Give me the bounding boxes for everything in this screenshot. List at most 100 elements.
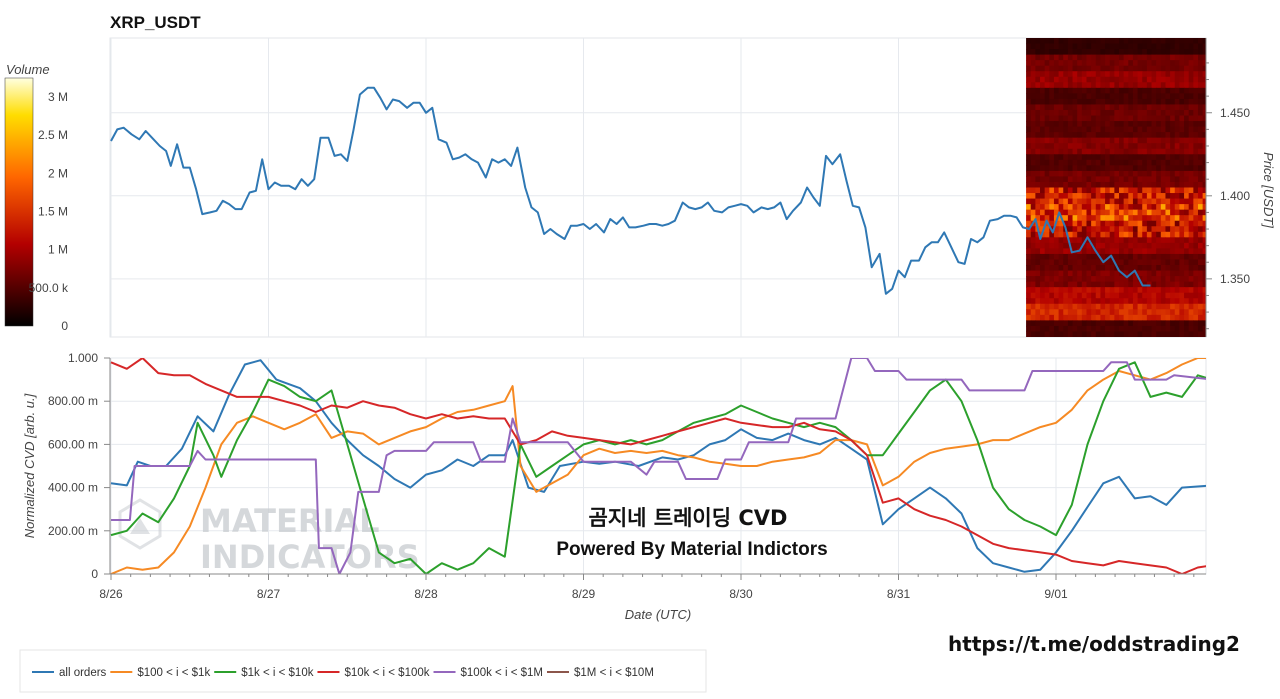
heatmap-cell xyxy=(1179,71,1185,78)
heatmap-cell xyxy=(1123,320,1129,327)
legend-label[interactable]: all orders xyxy=(59,667,107,679)
price-tick-label: 1.350 xyxy=(1220,272,1250,286)
heatmap-cell xyxy=(1035,43,1041,50)
heatmap-cell xyxy=(1137,292,1143,299)
heatmap-cell xyxy=(1151,298,1157,305)
heatmap-cell xyxy=(1081,265,1088,272)
heatmap-cell xyxy=(1132,159,1139,166)
heatmap-cell xyxy=(1132,76,1139,83)
heatmap-cell xyxy=(1030,276,1036,283)
telegram-link[interactable]: https://t.me/oddstrading2 xyxy=(948,632,1240,656)
heatmap-cell xyxy=(1156,165,1162,172)
heatmap-cell xyxy=(1156,159,1162,166)
heatmap-cell xyxy=(1030,98,1036,106)
heatmap-cell xyxy=(1072,215,1078,222)
heatmap-cell xyxy=(1053,98,1060,106)
heatmap-cell xyxy=(1170,115,1176,122)
watermark-line2: INDICATORS xyxy=(200,538,420,576)
heatmap-cell xyxy=(1067,237,1074,244)
heatmap-cell xyxy=(1202,248,1206,255)
heatmap-cell xyxy=(1202,49,1206,56)
heatmap-cell xyxy=(1035,253,1041,261)
heatmap-cell xyxy=(1077,242,1083,250)
heatmap-cell xyxy=(1026,170,1032,178)
heatmap-cell xyxy=(1114,126,1120,133)
heatmap-cell xyxy=(1063,93,1069,100)
heatmap-cell xyxy=(1128,65,1134,72)
heatmap-cell xyxy=(1077,121,1083,128)
heatmap-cell xyxy=(1067,121,1074,128)
heatmap-cell xyxy=(1193,132,1199,139)
heatmap-cell xyxy=(1170,176,1176,183)
price-tick-label: 1.450 xyxy=(1220,106,1250,120)
heatmap-cell xyxy=(1105,276,1111,283)
heatmap-cell xyxy=(1109,43,1115,50)
heatmap-cell xyxy=(1035,281,1041,288)
heatmap-cell xyxy=(1128,259,1134,266)
heatmap-cell xyxy=(1072,320,1078,327)
legend-label[interactable]: $100 < i < $1k xyxy=(137,667,210,679)
legend-label[interactable]: $1k < i < $10k xyxy=(241,667,313,679)
heatmap-cell xyxy=(1100,187,1106,194)
heatmap-cell xyxy=(1026,76,1032,83)
heatmap-cell xyxy=(1174,303,1181,310)
heatmap-cell xyxy=(1026,126,1032,133)
heatmap-cell xyxy=(1184,193,1190,200)
heatmap-cell xyxy=(1030,38,1036,45)
legend-label[interactable]: $1M < i < $10M xyxy=(574,667,654,679)
heatmap-cell xyxy=(1077,259,1083,266)
heatmap-cell xyxy=(1030,298,1036,305)
heatmap-cell xyxy=(1086,176,1092,183)
heatmap-cell xyxy=(1030,176,1036,183)
heatmap-cell xyxy=(1049,292,1055,299)
heatmap-cell xyxy=(1105,43,1111,50)
heatmap-cell xyxy=(1063,320,1069,327)
heatmap-cell xyxy=(1184,93,1190,100)
legend-label[interactable]: $10k < i < $100k xyxy=(344,667,429,679)
heatmap-cell xyxy=(1053,159,1060,166)
heatmap-cell xyxy=(1170,193,1176,200)
heatmap-cell xyxy=(1095,314,1102,321)
heatmap-cell xyxy=(1184,237,1190,244)
heatmap-cell xyxy=(1086,181,1092,189)
price-line xyxy=(110,86,1151,295)
heatmap-cell xyxy=(1197,49,1204,56)
heatmap-cell xyxy=(1207,331,1212,337)
heatmap-cell xyxy=(1179,231,1185,238)
heatmap-cell xyxy=(1170,126,1176,133)
heatmap-cell xyxy=(1119,325,1125,333)
heatmap-cell xyxy=(1067,170,1074,178)
heatmap-cell xyxy=(1049,253,1055,261)
heatmap-cell xyxy=(1179,237,1185,244)
heatmap-cell xyxy=(1151,137,1157,144)
heatmap-cell xyxy=(1146,137,1153,144)
heatmap-cell xyxy=(1081,320,1088,327)
heatmap-cell xyxy=(1197,54,1204,61)
heatmap-cell xyxy=(1105,209,1111,216)
heatmap-cell xyxy=(1207,38,1212,44)
heatmap-cell xyxy=(1086,82,1092,89)
heatmap-cell xyxy=(1030,253,1036,261)
heatmap-cell xyxy=(1063,60,1069,67)
heatmap-cell xyxy=(1077,93,1083,100)
heatmap-cell xyxy=(1146,253,1153,261)
heatmap-cell xyxy=(1058,137,1064,144)
heatmap-cell xyxy=(1197,60,1204,67)
heatmap-cell xyxy=(1146,314,1153,321)
heatmap-cell xyxy=(1035,49,1041,56)
heatmap-cell xyxy=(1044,193,1050,200)
heatmap-cell xyxy=(1067,276,1074,283)
legend-label[interactable]: $100k < i < $1M xyxy=(461,667,543,679)
heatmap-cell xyxy=(1193,76,1199,83)
heatmap-cell xyxy=(1081,148,1088,155)
heatmap-cell xyxy=(1086,265,1092,272)
heatmap-cell xyxy=(1207,165,1212,171)
heatmap-cell xyxy=(1095,93,1102,100)
heatmap-cell xyxy=(1044,82,1050,89)
heatmap-cell xyxy=(1053,143,1060,150)
heatmap-cell xyxy=(1040,38,1046,45)
heatmap-cell xyxy=(1105,226,1111,233)
heatmap-cell xyxy=(1207,304,1212,310)
heatmap-cell xyxy=(1160,98,1167,106)
heatmap-cell xyxy=(1128,253,1134,261)
